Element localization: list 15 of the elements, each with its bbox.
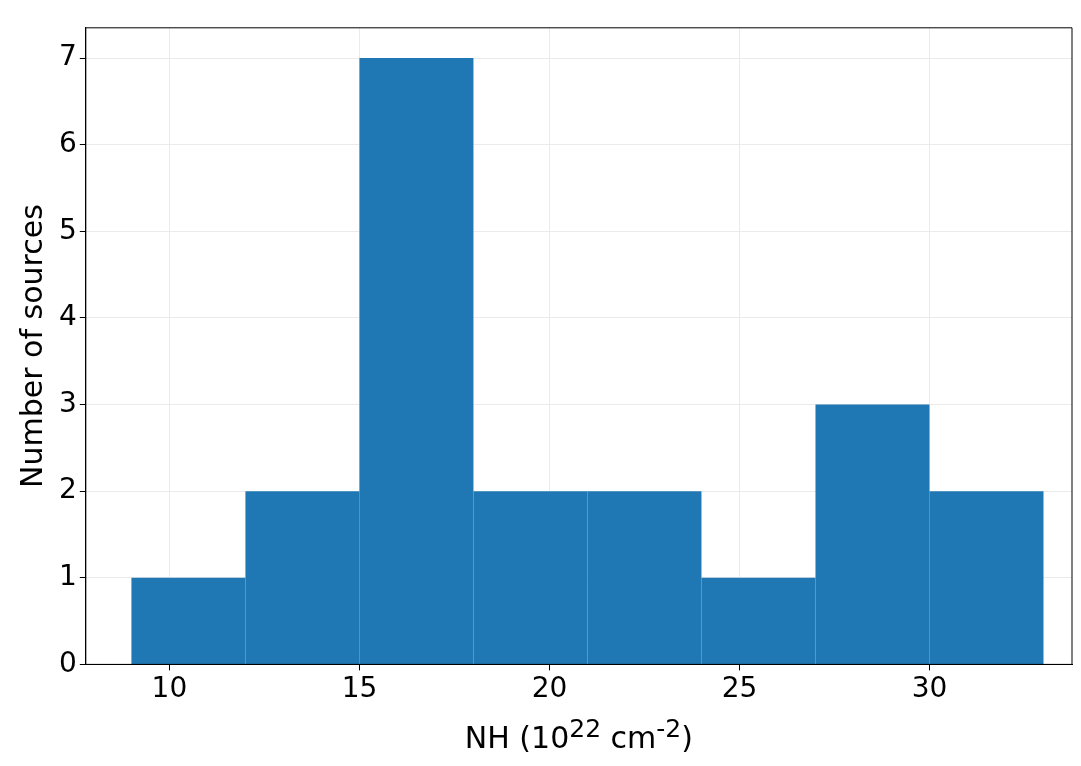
x-tick-label: 20	[531, 671, 568, 705]
x-axis-title: NH (10$^{22}$ cm$^{-2}$)	[464, 714, 693, 755]
y-tick-label: 2	[58, 472, 77, 506]
y-tick-label: 5	[58, 212, 77, 246]
x-tick-label: 15	[341, 671, 378, 705]
y-tick-label: 3	[58, 385, 77, 419]
y-tick-label: 6	[58, 126, 77, 160]
y-tick-label: 0	[58, 645, 77, 679]
x-tick-label: 25	[721, 671, 758, 705]
y-axis-title: Number of sources	[13, 204, 49, 488]
x-tick-label: 30	[911, 671, 948, 705]
y-tick-label: 7	[58, 39, 77, 73]
x-tick-label: 10	[151, 671, 188, 705]
y-tick-label: 4	[58, 299, 77, 333]
y-tick-label: 1	[58, 559, 77, 593]
